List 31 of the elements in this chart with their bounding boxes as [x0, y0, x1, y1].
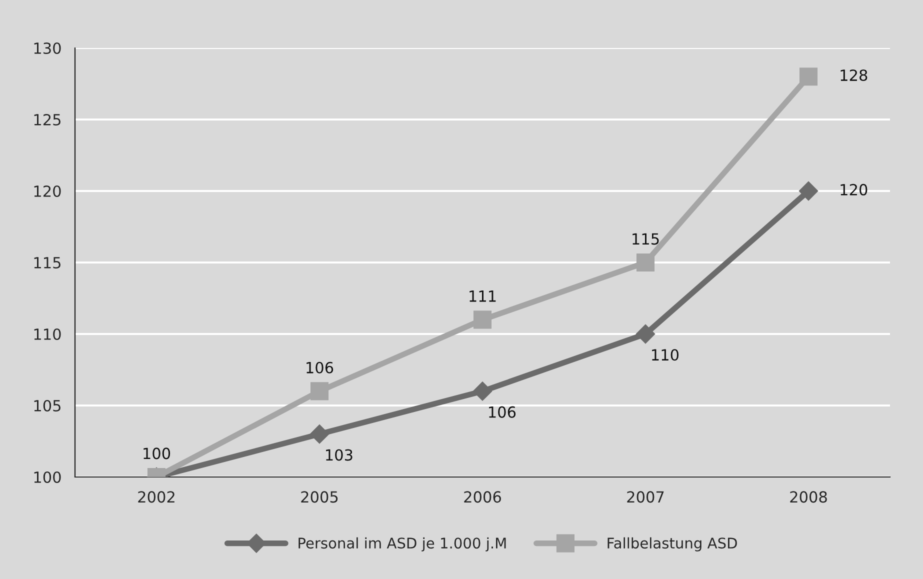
y-tick-label: 115 — [34, 257, 60, 269]
data-label: 120 — [840, 184, 868, 196]
legend-label: Personal im ASD je 1.000 j.M — [298, 537, 506, 552]
x-tick-label: 2007 — [627, 491, 664, 503]
y-tick-label: 100 — [34, 471, 61, 484]
data-label: 103 — [326, 449, 352, 461]
x-tick-label: 2005 — [301, 491, 338, 503]
point — [798, 181, 818, 201]
data-label: 111 — [470, 290, 496, 302]
data-label: 115 — [632, 233, 659, 245]
y-tick-label: 125 — [34, 114, 60, 126]
point — [472, 382, 492, 401]
x-tick-label: 2006 — [464, 491, 501, 503]
point — [636, 253, 655, 272]
y-tick-label: 105 — [34, 400, 60, 412]
legend-label: Fallbelastung ASD — [608, 537, 737, 552]
y-tick-label: 130 — [34, 42, 61, 54]
point — [473, 310, 492, 329]
y-tick-label: 120 — [34, 185, 61, 198]
data-label: 106 — [489, 406, 516, 418]
point — [799, 68, 818, 86]
data-label: 106 — [306, 362, 334, 374]
point — [310, 382, 329, 400]
y-tick-label: 110 — [34, 328, 61, 340]
data-label: 100 — [144, 448, 170, 460]
x-tick-label: 2002 — [138, 491, 174, 503]
data-label: 110 — [652, 349, 679, 361]
x-tick-label: 2008 — [790, 491, 827, 503]
data-label: 128 — [840, 69, 868, 82]
point — [310, 424, 330, 444]
point — [636, 324, 656, 344]
